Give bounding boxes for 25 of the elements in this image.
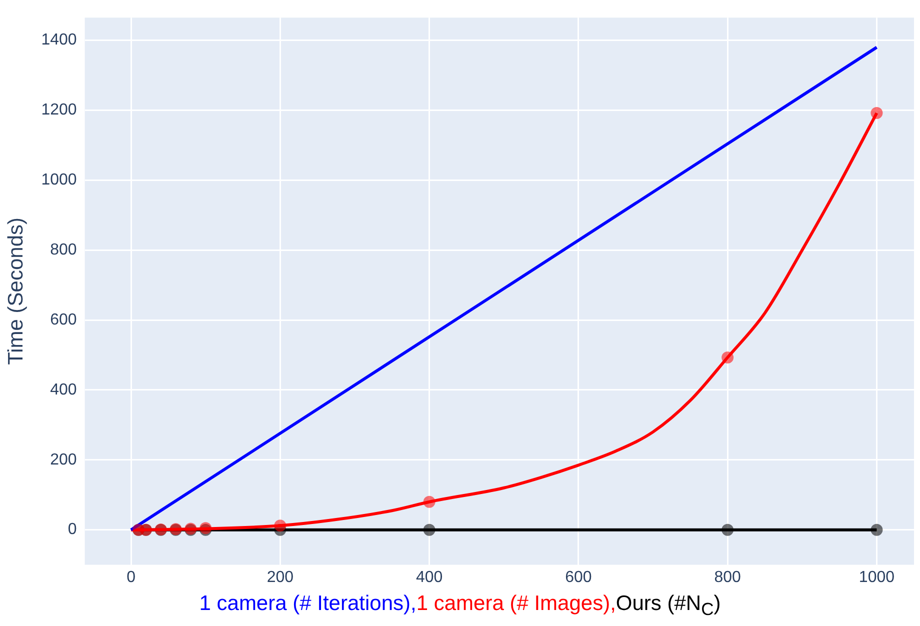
x-tick-label: 200 bbox=[266, 568, 294, 586]
y-tick-label: 0 bbox=[68, 521, 77, 538]
text: Ours (#N$_{C}$) bbox=[616, 592, 721, 620]
y-tick-label: 800 bbox=[50, 242, 77, 259]
text: 1 camera (# Images), bbox=[416, 592, 616, 615]
y-tick-label: 400 bbox=[50, 381, 77, 398]
y-tick-label: 1200 bbox=[41, 102, 77, 119]
x-tick-label: 1000 bbox=[858, 568, 895, 586]
x-tick-label: 0 bbox=[126, 568, 136, 586]
point bbox=[722, 351, 734, 364]
x-tick-label: 400 bbox=[416, 568, 443, 586]
y-tick-label: 200 bbox=[50, 451, 77, 468]
y-tick-label: 600 bbox=[50, 311, 77, 328]
y-tick-label: 1400 bbox=[41, 32, 77, 49]
point bbox=[722, 524, 734, 536]
x-tick-label: 800 bbox=[714, 568, 742, 586]
point bbox=[870, 524, 883, 536]
point bbox=[423, 496, 436, 508]
text: 1 camera (# Iterations), bbox=[199, 592, 416, 615]
y-tick-label: 1000 bbox=[41, 172, 77, 189]
x-tick-label: 600 bbox=[565, 568, 592, 586]
y-axis-title: Time (Seconds) bbox=[4, 217, 28, 365]
point bbox=[274, 520, 286, 532]
point bbox=[423, 524, 436, 536]
point bbox=[870, 107, 883, 120]
